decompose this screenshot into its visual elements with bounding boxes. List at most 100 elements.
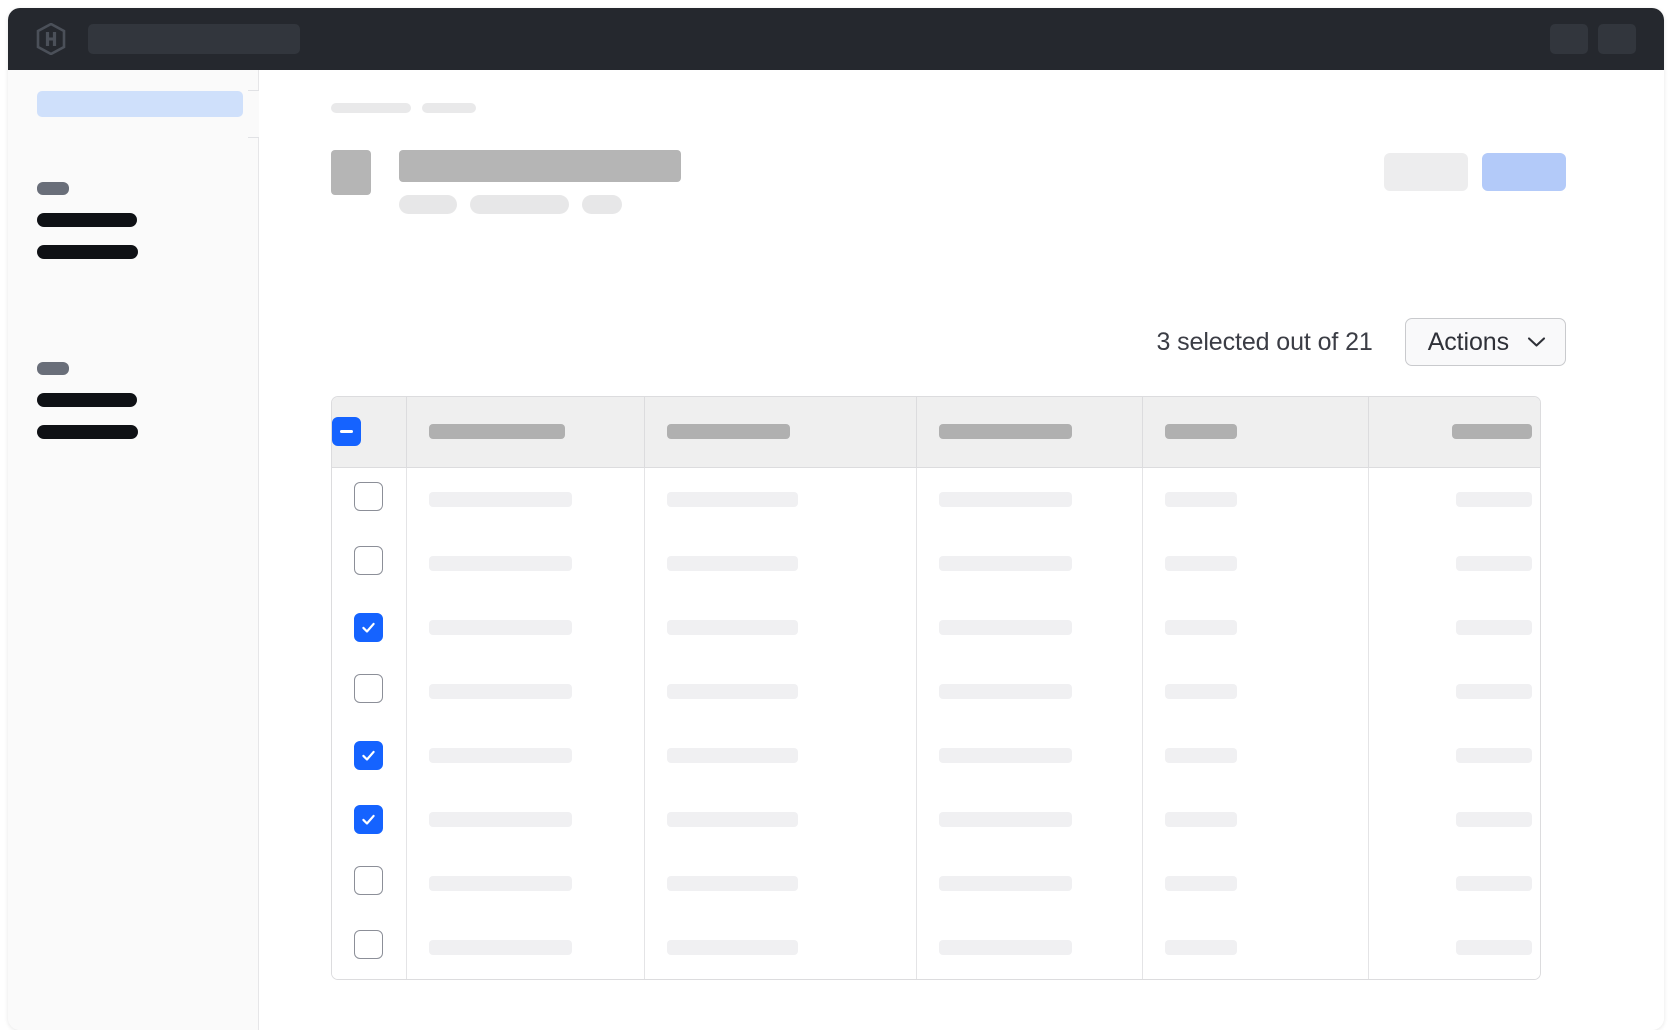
tab-3[interactable]	[582, 195, 622, 214]
table-cell-e	[1368, 915, 1540, 979]
table-cell-value	[1164, 491, 1237, 507]
table-cell-a	[406, 787, 645, 851]
table-cell-c	[916, 659, 1143, 723]
table-cell-value	[428, 939, 572, 955]
breadcrumb-item-1[interactable]	[331, 103, 411, 113]
topbar-button-2[interactable]	[1598, 24, 1636, 54]
sidebar-item-selected[interactable]	[37, 91, 243, 117]
table-cell-value	[428, 875, 572, 891]
sidebar-item-g1-1[interactable]	[37, 213, 137, 227]
table-cell-value	[1456, 875, 1532, 891]
table-cell-b	[644, 467, 917, 531]
table-row[interactable]	[332, 723, 1540, 787]
table-row[interactable]	[332, 467, 1540, 531]
selection-toolbar: 3 selected out of 21 Actions	[1156, 318, 1566, 366]
table-cell-value	[666, 939, 798, 955]
table-cell-value	[1456, 555, 1532, 571]
sidebar-group-1	[37, 182, 138, 259]
page-title	[399, 150, 681, 182]
table-cell-value	[666, 491, 798, 507]
sidebar-group-1-title	[37, 182, 69, 195]
sidebar-item-g2-2[interactable]	[37, 425, 138, 439]
table-cell-a	[406, 915, 645, 979]
selection-count-label: 3 selected out of 21	[1156, 327, 1373, 356]
table-row[interactable]	[332, 787, 1540, 851]
tab-1[interactable]	[399, 195, 457, 214]
table-header-col-e[interactable]	[1368, 397, 1540, 468]
table-cell-value	[1164, 555, 1237, 571]
table-header-col-b[interactable]	[644, 397, 917, 468]
sidebar-group-2-title	[37, 362, 69, 375]
page-header	[331, 150, 681, 214]
table-cell-d	[1142, 659, 1369, 723]
table-row[interactable]	[332, 659, 1540, 723]
select-all-checkbox[interactable]	[332, 417, 361, 447]
check-mark-icon	[362, 622, 375, 633]
table-cell-value	[428, 811, 572, 827]
breadcrumb-item-2[interactable]	[422, 103, 476, 113]
data-table	[332, 397, 1540, 979]
table-header-row	[332, 397, 1540, 468]
table-cell-value	[1164, 683, 1237, 699]
table-cell-value	[1164, 939, 1237, 955]
table-cell-value	[666, 811, 798, 827]
table-cell-e	[1368, 531, 1540, 595]
table-row-select-cell	[332, 659, 407, 723]
table-cell-e	[1368, 851, 1540, 915]
row-checkbox[interactable]	[354, 930, 384, 959]
table-cell-value	[1164, 619, 1237, 635]
table-cell-value	[1456, 811, 1532, 827]
table-cell-e	[1368, 595, 1540, 659]
main-content: 3 selected out of 21 Actions	[259, 70, 1664, 1030]
row-checkbox[interactable]	[354, 612, 384, 642]
table-cell-value	[666, 683, 798, 699]
sidebar-item-g1-2[interactable]	[37, 245, 138, 259]
row-checkbox[interactable]	[354, 866, 384, 895]
table-cell-value	[938, 555, 1072, 571]
sidebar-item-g2-1[interactable]	[37, 393, 137, 407]
chevron-down-icon	[1527, 337, 1546, 347]
breadcrumb	[331, 103, 476, 113]
table-body	[332, 467, 1540, 979]
hashicorp-logo-icon[interactable]	[36, 23, 66, 55]
table-cell-value	[938, 491, 1072, 507]
tab-2[interactable]	[470, 195, 569, 214]
table-cell-value	[938, 811, 1072, 827]
table-row-select-cell	[332, 531, 407, 595]
row-checkbox[interactable]	[354, 546, 384, 575]
secondary-action-button[interactable]	[1384, 153, 1468, 191]
table-cell-c	[916, 787, 1143, 851]
row-checkbox[interactable]	[354, 740, 384, 770]
table-cell-d	[1142, 595, 1369, 659]
global-search-input[interactable]	[88, 24, 300, 54]
table-row[interactable]	[332, 595, 1540, 659]
table-row-select-cell	[332, 723, 407, 787]
row-checkbox[interactable]	[354, 482, 384, 512]
sidebar-group-2	[37, 362, 138, 439]
row-checkbox[interactable]	[354, 804, 384, 834]
table-row[interactable]	[332, 851, 1540, 915]
primary-action-button[interactable]	[1482, 153, 1566, 191]
page-header-actions	[1384, 153, 1566, 191]
table-cell-c	[916, 915, 1143, 979]
actions-dropdown-button[interactable]: Actions	[1404, 318, 1566, 366]
table-cell-value	[428, 747, 572, 763]
table-cell-b	[644, 851, 917, 915]
topbar-button-1[interactable]	[1550, 24, 1588, 54]
table-header-col-c[interactable]	[916, 397, 1143, 468]
table-cell-value	[938, 683, 1072, 699]
row-checkbox[interactable]	[354, 674, 384, 703]
table-cell-value	[428, 555, 572, 571]
table-row[interactable]	[332, 915, 1540, 979]
table-header-label-b	[666, 424, 790, 440]
table-row[interactable]	[332, 531, 1540, 595]
table-header-col-d[interactable]	[1142, 397, 1369, 468]
table-cell-b	[644, 787, 917, 851]
table-header-col-a[interactable]	[406, 397, 645, 468]
table-cell-value	[666, 619, 798, 635]
table-cell-b	[644, 723, 917, 787]
check-mark-icon	[362, 814, 375, 825]
table-cell-e	[1368, 787, 1540, 851]
table-cell-value	[1456, 491, 1532, 507]
table-cell-a	[406, 723, 645, 787]
